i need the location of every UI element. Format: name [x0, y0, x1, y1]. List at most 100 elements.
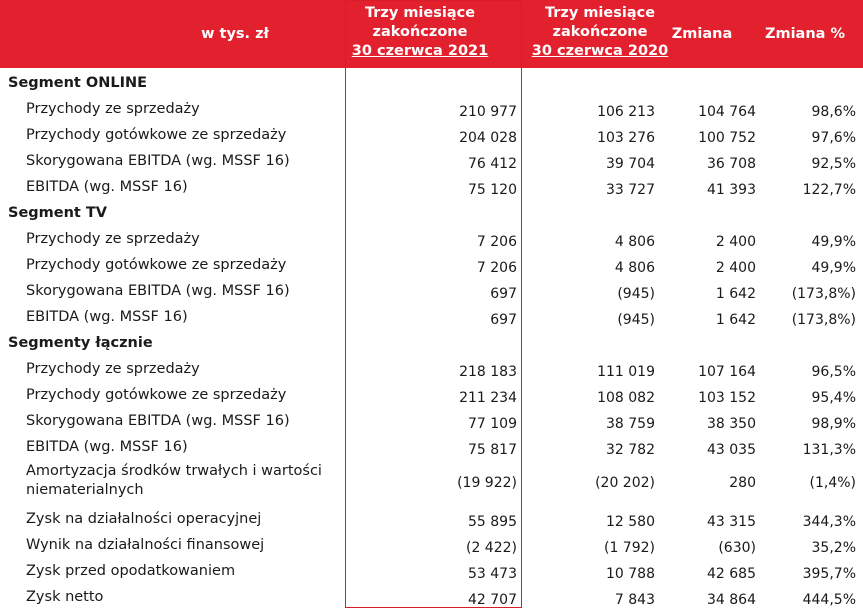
segment-title: Segment ONLINE [8, 75, 148, 91]
row-label: Skorygowana EBITDA (wg. MSSF 16) [26, 283, 290, 299]
row-label: Przychody ze sprzedaży [26, 231, 200, 247]
table-row: Przychody ze sprzedaży 218 183 111 019 107 … [0, 356, 863, 382]
value-change-percent: (173,8%) [791, 286, 856, 302]
value-change: 2 400 [715, 234, 756, 250]
value-2020: (1 792) [603, 540, 655, 556]
value-change-percent: 395,7% [802, 566, 856, 582]
value-2021: 75 120 [468, 182, 517, 198]
column-header-2021-line: zakończone [372, 24, 468, 40]
value-2021: 697 [490, 286, 517, 302]
row-label: Przychody gotówkowe ze sprzedaży [26, 257, 287, 273]
value-2020: 32 782 [606, 442, 655, 458]
value-change-percent: 98,6% [811, 104, 856, 120]
table-row: Wynik na działalności finansowej (2 422) (… [0, 532, 863, 558]
value-2020: 33 727 [606, 182, 655, 198]
segment-header-row: Segment TV [0, 200, 863, 226]
table-header: w tys. zł Trzy miesiące zakończone 30 cz… [0, 0, 863, 68]
table-row: Przychody ze sprzedaży 7 206 4 806 2 400 49,… [0, 226, 863, 252]
column-header-2020-line: Trzy miesiące [544, 5, 656, 21]
value-change-percent: 92,5% [811, 156, 856, 172]
segment-header-row: Segmenty łącznie [0, 330, 863, 356]
value-change: 1 642 [715, 312, 756, 328]
value-change: 38 350 [707, 416, 756, 432]
value-2020: 103 276 [597, 130, 655, 146]
table-body: Segment ONLINE Przychody ze sprzedaży 210 … [0, 70, 863, 610]
value-2021: 77 109 [468, 416, 517, 432]
table-row: Przychody gotówkowe ze sprzedaży 7 206 4 8… [0, 252, 863, 278]
value-change-percent: 49,9% [811, 260, 856, 276]
value-change: 107 164 [698, 364, 756, 380]
table-row: Przychody ze sprzedaży 210 977 106 213 104 … [0, 96, 863, 122]
row-label: Wynik na działalności finansowej [26, 537, 265, 553]
value-change: 41 393 [707, 182, 756, 198]
value-2020: 108 082 [597, 390, 655, 406]
table-row: Przychody gotówkowe ze sprzedaży 211 234 1… [0, 382, 863, 408]
column-header-change: Zmiana [671, 26, 733, 42]
column-header-2020-line: zakończone [552, 24, 648, 40]
segment-title: Segmenty łącznie [8, 335, 153, 351]
value-2021: 7 206 [476, 260, 517, 276]
value-change-percent: 35,2% [811, 540, 856, 556]
value-2021: 218 183 [459, 364, 517, 380]
value-change: 103 152 [698, 390, 756, 406]
value-2021: 204 028 [459, 130, 517, 146]
column-header-2020-line: 30 czerwca 2020 [531, 43, 669, 59]
value-change-percent: 96,5% [811, 364, 856, 380]
table-row: Zysk na działalności operacyjnej 55 895 12… [0, 506, 863, 532]
value-2021: 210 977 [459, 104, 517, 120]
table-row: EBITDA (wg. MSSF 16) 697 (945) 1 642 (173,8%… [0, 304, 863, 330]
row-label: Skorygowana EBITDA (wg. MSSF 16) [26, 153, 290, 169]
value-change: 1 642 [715, 286, 756, 302]
value-2020: 4 806 [614, 234, 655, 250]
table-row: EBITDA (wg. MSSF 16) 75 120 33 727 41 393 12… [0, 174, 863, 200]
table-row: Skorygowana EBITDA (wg. MSSF 16) 697 (945)… [0, 278, 863, 304]
value-2021: (2 422) [465, 540, 517, 556]
row-label: Skorygowana EBITDA (wg. MSSF 16) [26, 413, 290, 429]
value-change: 104 764 [698, 104, 756, 120]
table-row: Przychody gotówkowe ze sprzedaży 204 028 1… [0, 122, 863, 148]
value-2020: (20 202) [595, 475, 655, 491]
value-2020: 111 019 [597, 364, 655, 380]
segment-title: Segment TV [8, 205, 108, 221]
value-change-percent: 444,5% [802, 592, 856, 608]
value-change: 34 864 [707, 592, 756, 608]
row-label: Zysk na działalności operacyjnej [26, 511, 262, 527]
value-change-percent: (173,8%) [791, 312, 856, 328]
value-2021: 42 707 [468, 592, 517, 608]
value-2020: 106 213 [597, 104, 655, 120]
value-2021: 7 206 [476, 234, 517, 250]
row-label: Przychody ze sprzedaży [26, 101, 200, 117]
table-row: EBITDA (wg. MSSF 16) 75 817 32 782 43 035 13… [0, 434, 863, 460]
value-change: 100 752 [698, 130, 756, 146]
value-2021: 697 [490, 312, 517, 328]
value-2020: (945) [617, 286, 655, 302]
table-row: Zysk przed opodatkowaniem 53 473 10 788 42 … [0, 558, 863, 584]
segment-header-row: Segment ONLINE [0, 70, 863, 96]
value-2021: (19 922) [457, 475, 517, 491]
unit-header: w tys. zł [201, 26, 269, 42]
value-change: 36 708 [707, 156, 756, 172]
value-change: 42 685 [707, 566, 756, 582]
value-2021: 75 817 [468, 442, 517, 458]
row-label: EBITDA (wg. MSSF 16) [26, 179, 188, 195]
value-2020: 7 843 [614, 592, 655, 608]
value-2020: 39 704 [606, 156, 655, 172]
column-header-2020: Trzy miesiące zakończone 30 czerwca 2020 [515, 4, 685, 61]
value-change-percent: 122,7% [802, 182, 856, 198]
value-2021: 53 473 [468, 566, 517, 582]
table-row: Amortyzacja środków trwałych i wartości … [0, 460, 863, 506]
value-2021: 55 895 [468, 514, 517, 530]
row-label: Przychody gotówkowe ze sprzedaży [26, 387, 287, 403]
value-change-percent: 95,4% [811, 390, 856, 406]
value-change-percent: 344,3% [802, 514, 856, 530]
row-label: Zysk netto [26, 589, 104, 605]
value-change: 43 315 [707, 514, 756, 530]
value-2021: 211 234 [459, 390, 517, 406]
row-label: Przychody ze sprzedaży [26, 361, 200, 377]
value-change: 2 400 [715, 260, 756, 276]
value-change: 43 035 [707, 442, 756, 458]
row-label: Amortyzacja środków trwałych i wartości … [26, 463, 322, 498]
value-change-percent: (1,4%) [809, 475, 857, 491]
value-change-percent: 131,3% [802, 442, 856, 458]
column-header-2021: Trzy miesiące zakończone 30 czerwca 2021 [340, 4, 500, 61]
